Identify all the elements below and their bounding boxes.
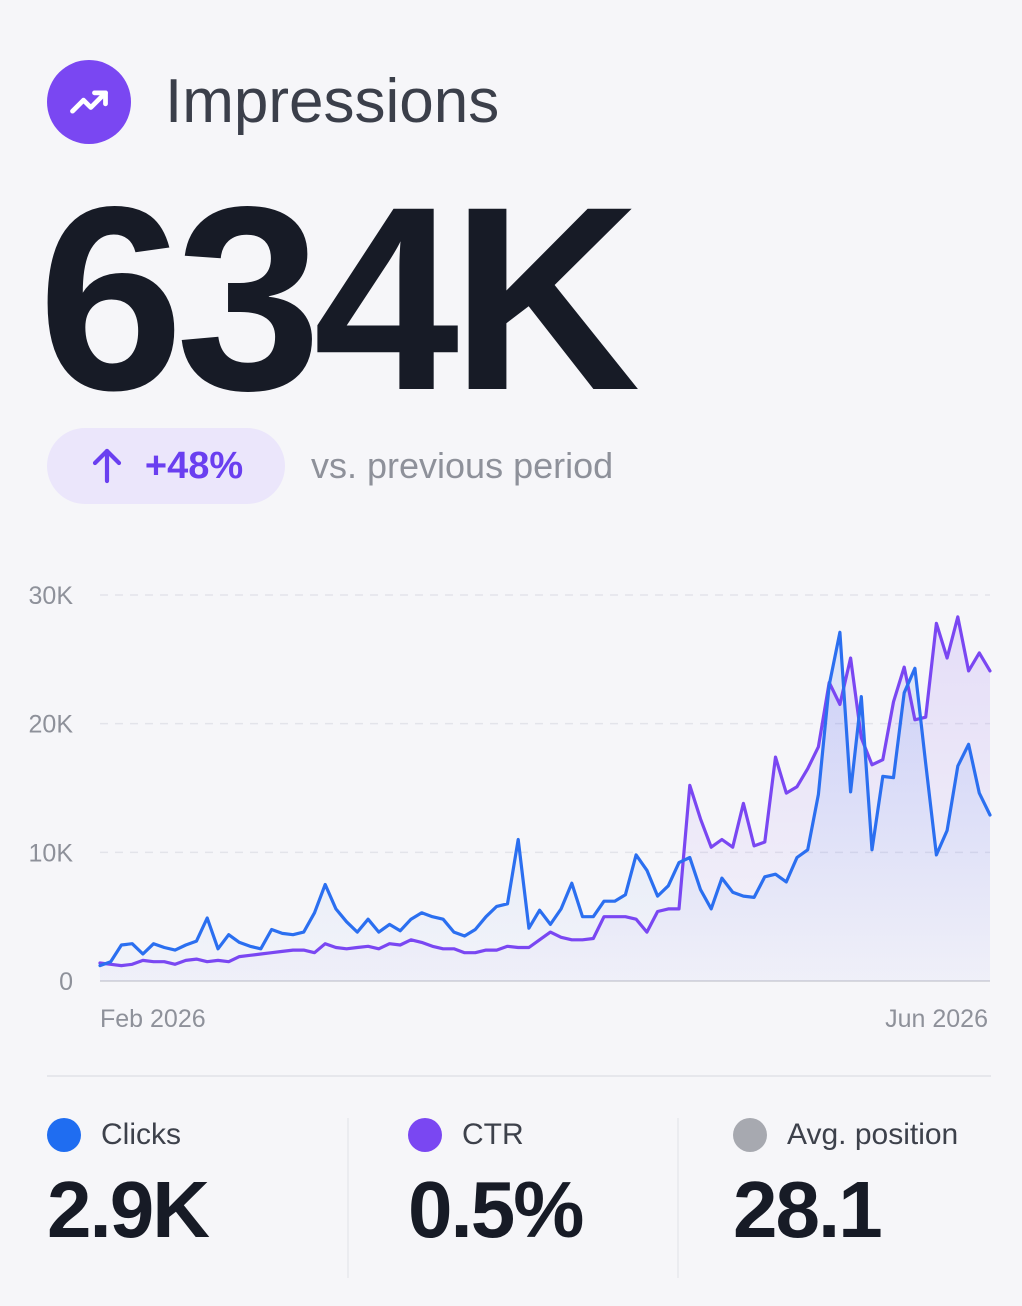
y-tick-label: 10K	[29, 839, 74, 867]
x-tick-label: Feb 2026	[100, 1005, 206, 1033]
card-header: Impressions	[47, 60, 499, 144]
delta-row: +48% vs. previous period	[47, 428, 613, 504]
divider	[47, 1075, 991, 1077]
impressions-chart: 30K 20K 10K 0 Feb 2026 Jun 2026	[29, 582, 992, 1033]
series-line	[98, 630, 992, 968]
metric-title: Impressions	[165, 67, 500, 136]
x-tick-label: Jun 2026	[885, 1005, 988, 1033]
clicks-legend-dot	[47, 1118, 81, 1152]
avg-position-legend-dot	[733, 1118, 767, 1152]
stat-avg-position: Avg. position 28.1	[733, 1118, 958, 1250]
y-tick-label: 20K	[29, 711, 74, 739]
stat-value: 28.1	[733, 1165, 883, 1254]
trending-up-icon	[47, 60, 131, 144]
metric-value: 634K	[38, 152, 640, 445]
y-tick-label: 30K	[29, 582, 74, 610]
delta-badge: +48%	[47, 428, 285, 504]
stat-value: 0.5%	[408, 1165, 584, 1254]
y-tick-label: 0	[59, 968, 73, 996]
delta-value: +48%	[144, 444, 244, 487]
stat-value: 2.9K	[47, 1165, 210, 1254]
arrow-up-icon	[89, 446, 125, 486]
stat-separator	[347, 1118, 349, 1278]
delta-label: vs. previous period	[311, 445, 614, 486]
stat-ctr: CTR 0.5%	[408, 1118, 584, 1254]
series-line	[98, 615, 992, 968]
series-area	[100, 632, 990, 981]
ctr-legend-dot	[408, 1118, 442, 1152]
stat-clicks: Clicks 2.9K	[47, 1118, 210, 1254]
stat-separator	[677, 1118, 679, 1278]
stat-label: Avg. position	[787, 1118, 959, 1151]
stat-label: Clicks	[101, 1118, 181, 1151]
stat-label: CTR	[462, 1118, 524, 1151]
